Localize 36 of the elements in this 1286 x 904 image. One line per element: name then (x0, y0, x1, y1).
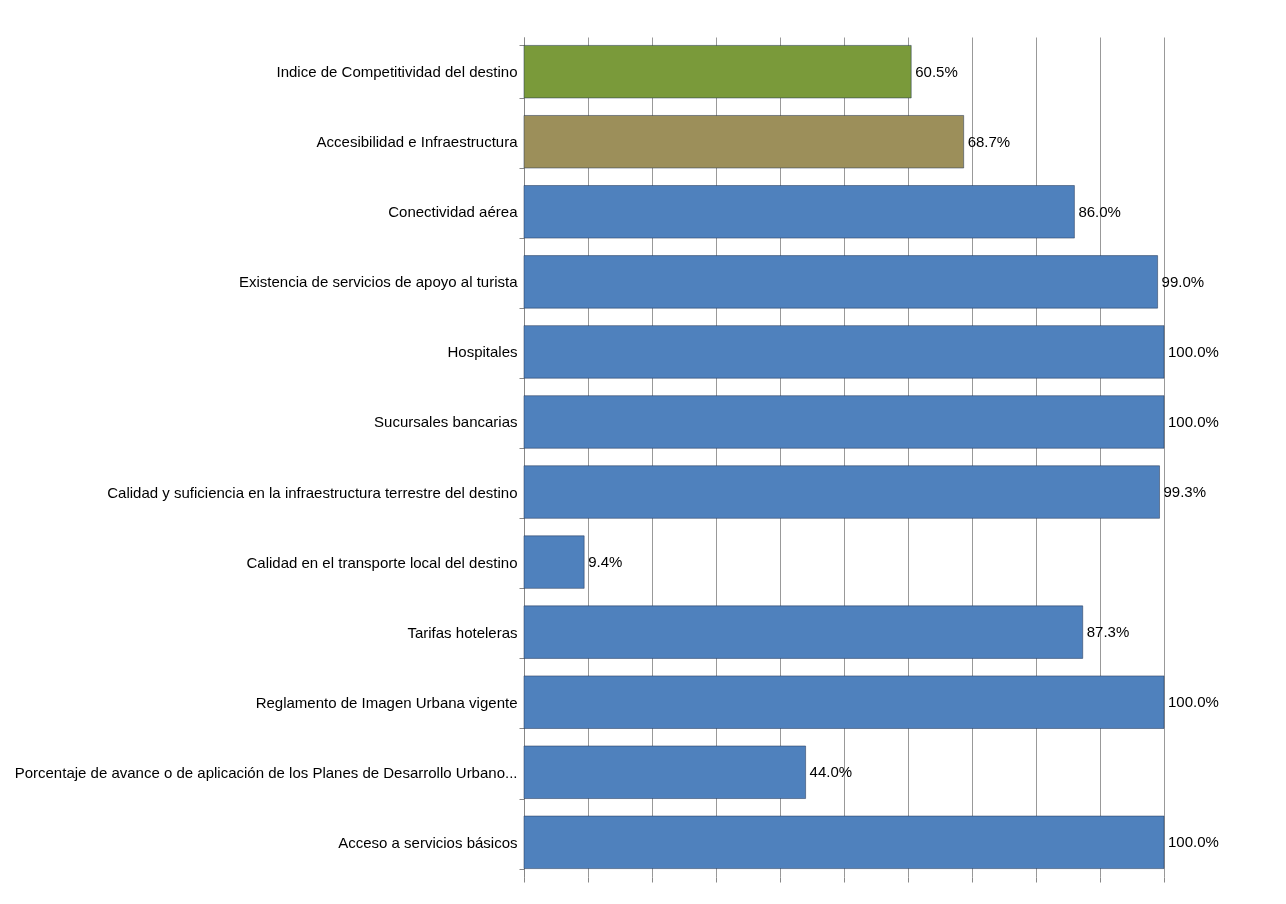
y-tick-label: Acceso a servicios básicos (338, 833, 518, 851)
y-tick-label: Sucursales bancarias (374, 413, 518, 431)
bar (523, 605, 1083, 659)
y-tick-label: Hospitales (447, 343, 518, 361)
data-label: 68.7% (967, 132, 1011, 150)
data-label: 60.5% (915, 62, 958, 80)
bar (523, 115, 964, 169)
bar (523, 465, 1160, 519)
y-tick-label: Tarifas hoteleras (407, 623, 518, 641)
bar (523, 325, 1165, 379)
bar (523, 535, 585, 589)
data-label: 100.0% (1168, 342, 1219, 360)
y-tick-label: Calidad en el transporte local del destino (246, 553, 518, 571)
data-label: 9.4% (588, 553, 623, 571)
bar (523, 185, 1075, 239)
data-label: 86.0% (1078, 202, 1121, 220)
bar (523, 255, 1158, 309)
y-tick-label: Porcentaje de avance o de aplicación de los Planes de Desarrollo Urbano... (14, 763, 518, 781)
bar (523, 675, 1165, 729)
y-tick-label: Accesibilidad e Infraestructura (316, 133, 519, 151)
y-tick-label: Calidad y suficiencia en la infraestructura terrestre del destino (107, 483, 518, 501)
bar (523, 395, 1165, 449)
data-label: 99.0% (1161, 272, 1205, 290)
bar (523, 45, 912, 99)
y-tick-label: Reglamento de Imagen Urbana vigente (255, 693, 518, 711)
data-label: 87.3% (1086, 623, 1130, 641)
data-label: 100.0% (1168, 412, 1219, 430)
y-tick-label: Indice de Competitividad del destino (276, 63, 518, 81)
data-label: 44.0% (809, 763, 853, 781)
data-label: 100.0% (1168, 833, 1219, 851)
bar (523, 815, 1165, 869)
y-tick-label: Existencia de servicios de apoyo al turista (239, 273, 519, 291)
y-tick-label: Conectividad aérea (388, 203, 519, 221)
data-label: 100.0% (1168, 693, 1219, 711)
data-label: 99.3% (1163, 483, 1207, 501)
bar (523, 745, 806, 799)
